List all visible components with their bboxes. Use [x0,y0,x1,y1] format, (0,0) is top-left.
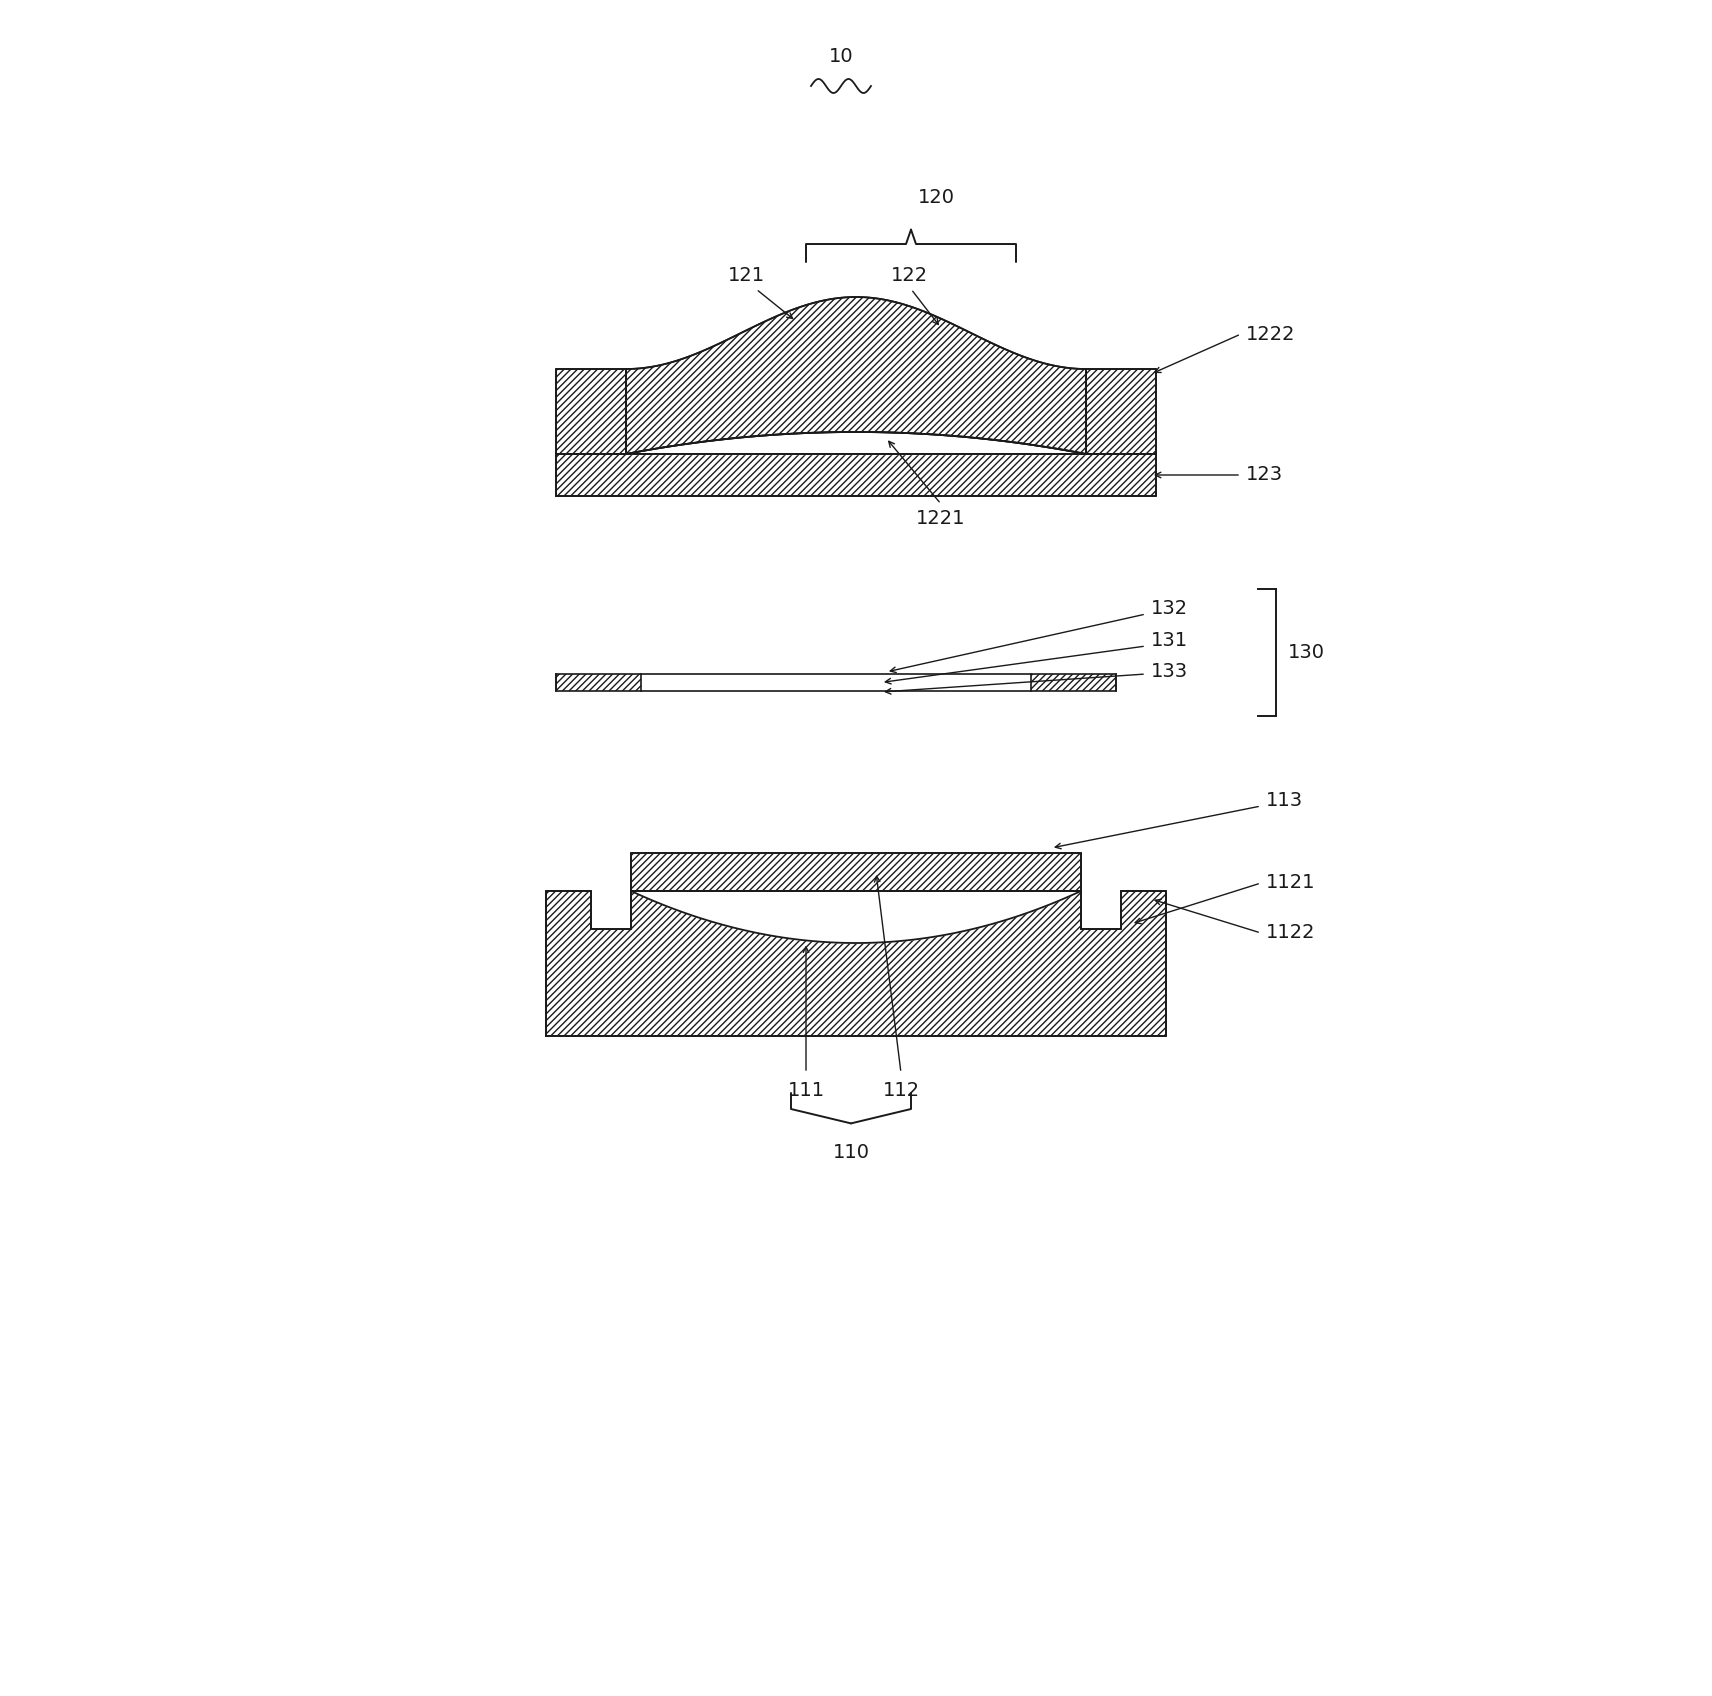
Text: 122: 122 [890,266,928,285]
Bar [1031,673,1116,690]
Polygon shape [627,297,1085,455]
Text: 112: 112 [882,1080,919,1101]
Bar [556,370,627,455]
Bar [556,455,1156,495]
Bar [632,853,1080,890]
Polygon shape [546,890,1166,1036]
Text: 120: 120 [918,188,955,207]
Text: 110: 110 [832,1143,870,1162]
Text: 132: 132 [1150,599,1188,619]
Text: 133: 133 [1150,661,1188,680]
Text: 130: 130 [1287,643,1325,661]
Text: 111: 111 [788,1080,825,1101]
Polygon shape [632,890,1080,943]
Bar [556,673,640,690]
Bar [1085,370,1156,455]
Text: 1122: 1122 [1265,924,1315,943]
Text: 1222: 1222 [1246,324,1296,344]
Text: 1121: 1121 [1265,873,1315,892]
Text: 10: 10 [829,46,853,66]
Text: 131: 131 [1150,631,1188,651]
Text: 123: 123 [1246,465,1282,485]
Text: 1221: 1221 [916,509,966,527]
Text: 113: 113 [1265,792,1303,811]
Text: 121: 121 [728,266,765,285]
